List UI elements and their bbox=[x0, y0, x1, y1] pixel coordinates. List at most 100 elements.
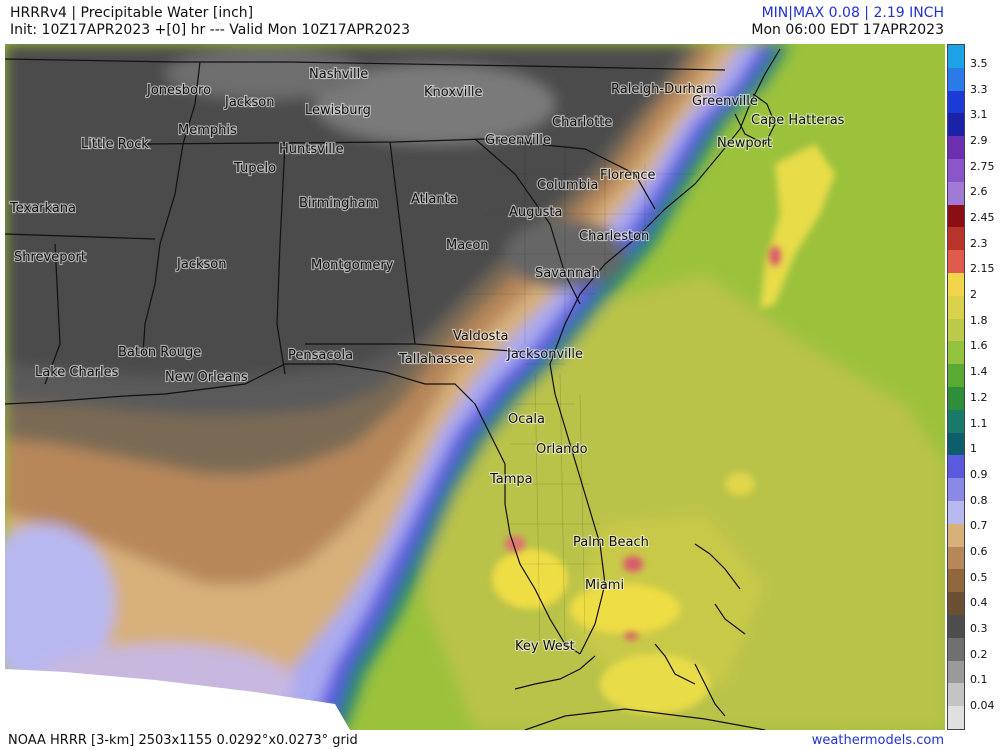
city-label: Jackson bbox=[224, 95, 274, 110]
city-label: Jackson bbox=[176, 257, 226, 272]
legend-swatch bbox=[948, 67, 964, 92]
min-max-readout: MIN|MAX 0.08 | 2.19 INCH bbox=[761, 5, 944, 21]
legend-tick-label: 3.5 bbox=[970, 57, 988, 70]
legend-tick-label: 1.4 bbox=[970, 365, 988, 379]
legend-tick-label: 2.75 bbox=[970, 159, 995, 173]
legend-tick-label: 0.8 bbox=[970, 493, 988, 507]
legend-swatch bbox=[948, 364, 964, 388]
legend-tick-label: 2.45 bbox=[970, 211, 995, 225]
city-label: Jonesboro bbox=[146, 83, 211, 98]
legend-tick-label: 1.6 bbox=[970, 339, 988, 353]
legend-tick-label: 2.3 bbox=[970, 236, 988, 250]
legend-tick-label: 1.1 bbox=[970, 416, 988, 430]
legend-tick-label: 0.9 bbox=[970, 467, 988, 481]
boundaries bbox=[5, 48, 781, 730]
city-label: Palm Beach bbox=[573, 535, 649, 550]
legend-tick-label: 2 bbox=[970, 288, 977, 302]
legend-tick-label: 0.1 bbox=[970, 673, 988, 687]
city-label: Shreveport bbox=[14, 250, 86, 265]
legend-swatch bbox=[948, 501, 964, 525]
city-label: Birmingham bbox=[299, 196, 378, 211]
city-label: Miami bbox=[585, 578, 624, 593]
legend-swatch bbox=[948, 341, 964, 365]
city-label: Cape Hatteras bbox=[751, 113, 845, 128]
city-label: Baton Rouge bbox=[118, 345, 201, 360]
city-label: Atlanta bbox=[411, 192, 458, 207]
city-label: Memphis bbox=[178, 123, 237, 138]
legend-swatch bbox=[948, 478, 964, 502]
precipitable-water-map: Jonesboro Jackson Memphis Little Rock Nashvi… bbox=[5, 44, 945, 730]
map-title: HRRRv4 | Precipitable Water [inch] bbox=[10, 5, 254, 21]
legend-swatch bbox=[948, 159, 964, 183]
city-label: Charleston bbox=[579, 229, 649, 244]
city-label: Savannah bbox=[535, 266, 600, 281]
legend-swatch bbox=[948, 273, 964, 297]
legend-swatch bbox=[948, 615, 964, 639]
city-label: Florence bbox=[600, 168, 656, 183]
legend-swatch bbox=[948, 409, 964, 434]
legend-swatch bbox=[948, 706, 964, 730]
legend-swatch bbox=[948, 660, 964, 684]
legend-swatch bbox=[948, 181, 964, 206]
legend-tick-label: 0.4 bbox=[970, 596, 988, 610]
legend-tick-label: 1.8 bbox=[970, 313, 988, 327]
city-label: Jacksonville bbox=[506, 347, 583, 362]
valid-local-time: Mon 06:00 EDT 17APR2023 bbox=[751, 22, 944, 38]
color-legend bbox=[947, 44, 965, 730]
city-label: Lake Charles bbox=[35, 365, 119, 380]
legend-tick-label: 3.1 bbox=[970, 108, 988, 122]
city-label: Charlotte bbox=[552, 115, 612, 130]
legend-tick-label: 2.9 bbox=[970, 134, 988, 148]
city-label: Columbia bbox=[537, 178, 598, 193]
init-valid-line: Init: 10Z17APR2023 +[0] hr --- Valid Mon… bbox=[10, 22, 411, 38]
legend-tick-label: 2.15 bbox=[970, 262, 995, 276]
legend-swatch bbox=[948, 90, 964, 114]
legend-swatch bbox=[948, 45, 964, 69]
city-label: Montgomery bbox=[311, 258, 394, 273]
legend-tick-label: 3.3 bbox=[970, 82, 988, 96]
legend-swatch bbox=[948, 113, 964, 137]
site-link[interactable]: weathermodels.com bbox=[811, 733, 944, 748]
city-label: Tupelo bbox=[233, 161, 276, 176]
legend-swatch bbox=[948, 546, 964, 570]
legend-tick-label: 0.5 bbox=[970, 570, 988, 584]
city-label: Knoxville bbox=[424, 85, 483, 100]
city-labels: Jonesboro Jackson Memphis Little Rock Nashvi… bbox=[8, 66, 846, 655]
legend-swatch bbox=[948, 637, 964, 662]
city-label: Nashville bbox=[309, 67, 368, 82]
city-label: Macon bbox=[446, 238, 489, 253]
legend-swatch bbox=[948, 318, 964, 342]
city-label: Pensacola bbox=[288, 348, 353, 363]
legend-swatch bbox=[948, 432, 964, 456]
city-label: Greenville bbox=[692, 94, 758, 109]
legend-swatch bbox=[948, 250, 964, 274]
city-label: Augusta bbox=[509, 205, 562, 220]
legend-swatch bbox=[948, 569, 964, 593]
city-label: Raleigh-Durham bbox=[611, 82, 716, 97]
legend-swatch bbox=[948, 455, 964, 479]
city-label: Tallahassee bbox=[398, 352, 474, 367]
legend-tick-label: 1 bbox=[970, 442, 977, 456]
legend-swatch bbox=[948, 204, 964, 228]
city-label: Little Rock bbox=[81, 137, 149, 152]
city-label: Lewisburg bbox=[305, 103, 371, 118]
city-label: Orlando bbox=[536, 442, 588, 457]
city-label: Texarkana bbox=[9, 201, 76, 216]
legend-swatch bbox=[948, 592, 964, 616]
city-label: Ocala bbox=[508, 412, 545, 427]
legend-tick-label: 0.6 bbox=[970, 544, 988, 558]
city-label: Key West bbox=[515, 639, 575, 654]
city-label: Greenville bbox=[485, 133, 551, 148]
city-label: New Orleans bbox=[165, 370, 248, 385]
legend-swatch bbox=[948, 136, 964, 160]
legend-tick-label: 0.7 bbox=[970, 519, 988, 533]
legend-tick-label: 0.2 bbox=[970, 647, 988, 661]
legend-swatch bbox=[948, 387, 964, 411]
legend-tick-label: 2.6 bbox=[970, 185, 988, 199]
legend-swatch bbox=[948, 683, 964, 707]
model-info: NOAA HRRR [3-km] 2503x1155 0.0292°x0.027… bbox=[8, 733, 358, 748]
pw-field bbox=[5, 44, 945, 730]
city-label: Newport bbox=[717, 136, 772, 151]
city-label: Huntsville bbox=[279, 142, 344, 157]
legend-tick-label: 1.2 bbox=[970, 390, 988, 404]
